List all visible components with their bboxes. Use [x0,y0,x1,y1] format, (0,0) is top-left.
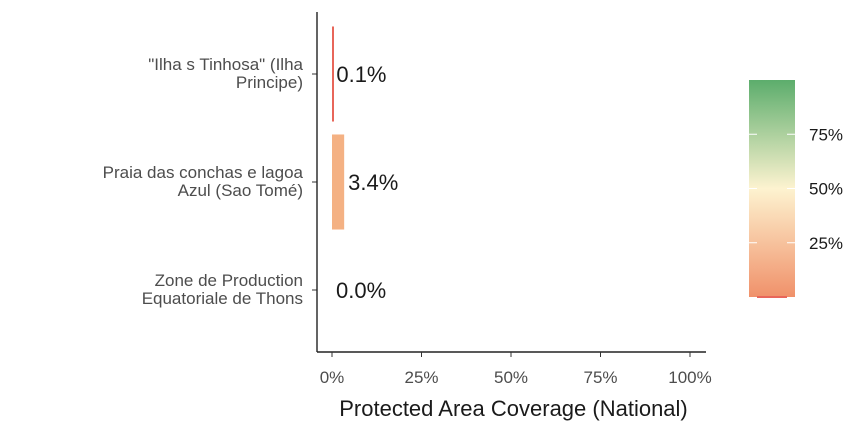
category-label-2: Zone de Production Equatoriale de Thons [142,271,303,308]
data-labels: 0.1% 3.4% 0.0% [336,62,398,303]
colorbar-tick-label: 50% [809,180,843,199]
x-tick-label: 75% [583,368,617,387]
colorbar-tick-label: 25% [809,234,843,253]
x-axis-ticks: 0% 25% 50% 75% 100% [320,352,712,387]
data-label-1: 3.4% [348,170,398,195]
category-label-0: "Ilha s Tinhosa" (Ilha Principe) [148,55,303,92]
colorbar-tick-label: 75% [809,125,843,144]
bar-0 [332,26,334,122]
category-label-line: "Ilha s Tinhosa" (Ilha [148,55,303,74]
category-labels: "Ilha s Tinhosa" (Ilha Principe) Praia das… [103,55,304,308]
x-axis-title: Protected Area Coverage (National) [339,396,688,421]
x-tick-label: 0% [320,368,345,387]
x-tick-label: 50% [494,368,528,387]
category-label-1: Praia das conchas e lagoa Azul (Sao Tomé) [103,163,304,200]
category-label-line: Equatoriale de Thons [142,289,303,308]
category-label-line: Principe) [236,73,303,92]
colorbar-legend: 25% 50% 75% [749,80,843,298]
x-tick-label: 100% [668,368,711,387]
data-label-0: 0.1% [336,62,386,87]
bars-layer [332,26,345,230]
data-label-2: 0.0% [336,278,386,303]
category-label-line: Zone de Production [155,271,303,290]
category-label-line: Azul (Sao Tomé) [178,181,303,200]
category-label-line: Praia das conchas e lagoa [103,163,304,182]
bar-1 [332,134,345,230]
x-tick-label: 25% [404,368,438,387]
